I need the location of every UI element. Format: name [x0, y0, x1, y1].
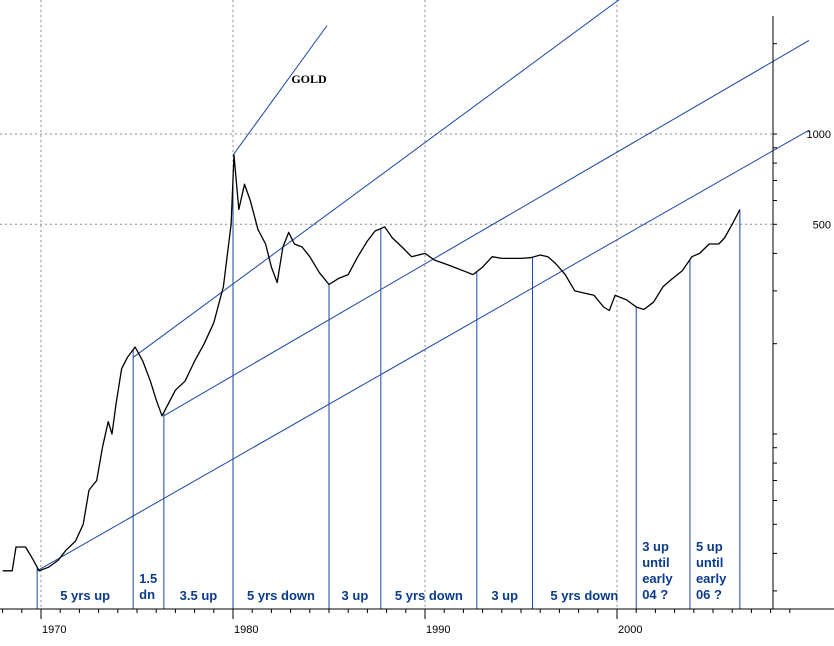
- trend-channel-lines: [36, 0, 810, 572]
- grid-lines: [0, 0, 773, 609]
- phase-label: 5 yrs down: [247, 588, 315, 603]
- trend-line-4: [232, 25, 328, 156]
- phase-label: 3 up until early 04 ?: [642, 539, 673, 602]
- phase-label: 3 up: [342, 588, 369, 603]
- x-tick-label: 1990: [426, 624, 450, 636]
- x-tick-label: 1980: [234, 624, 258, 636]
- axes: [0, 16, 834, 619]
- phase-label: 5 up until early 06 ?: [696, 539, 727, 602]
- phase-annotations: 5 yrs up 1.5 dn 3.5 up 5 yrs down 3 up 5 yrs d…: [60, 539, 727, 603]
- phase-label: 5 yrs down: [550, 588, 618, 603]
- x-tick-label: 2000: [618, 624, 642, 636]
- phase-label: 3 up: [491, 588, 518, 603]
- y-tick-label: 500: [813, 219, 831, 231]
- phase-label: 5 yrs up: [60, 588, 110, 603]
- trend-line-3: [36, 129, 810, 572]
- phase-label: 5 yrs down: [395, 588, 463, 603]
- y-tick-label: 1000: [807, 129, 831, 141]
- trend-line-2: [163, 40, 810, 417]
- phase-label: 3.5 up: [180, 588, 218, 603]
- trend-line-1: [132, 0, 620, 358]
- chart-title: GOLD: [291, 72, 327, 86]
- phase-divider-lines: [36, 178, 741, 609]
- phase-label: 1.5 dn: [139, 571, 157, 602]
- x-tick-label: 1970: [42, 624, 66, 636]
- tick-labels: 1970198019902000100001000500: [42, 129, 831, 636]
- price-series-line: [2, 154, 741, 572]
